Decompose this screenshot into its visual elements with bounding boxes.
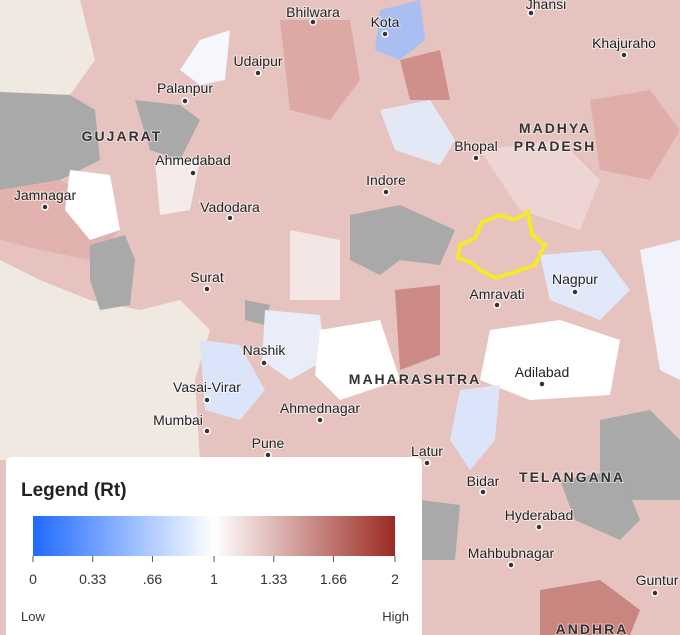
city-dot	[260, 359, 268, 367]
city-dot	[479, 488, 487, 496]
legend: Legend (Rt) Low High 0 0.33 .66 1 1.33 1.66 2	[6, 457, 422, 635]
city-label: Mumbai	[153, 412, 203, 428]
city-dot	[571, 288, 579, 296]
city-dot	[203, 285, 211, 293]
city-dot	[189, 169, 197, 177]
state-label: TELANGANA	[519, 469, 625, 485]
city-label: Ahmedabad	[155, 152, 231, 168]
city-label: Kota	[371, 14, 400, 30]
state-label: GUJARAT	[82, 128, 163, 144]
tick-label: 2	[391, 571, 399, 587]
city-label: Guntur	[636, 572, 679, 588]
city-dot	[507, 561, 515, 569]
city-label: Adilabad	[515, 364, 570, 380]
city-label: Pune	[252, 435, 285, 451]
tick-label: 0	[29, 571, 37, 587]
city-label: Bhopal	[454, 138, 498, 154]
city-label: Jhansi	[526, 0, 566, 12]
city-label: Vadodara	[200, 199, 260, 215]
city-label: Nashik	[243, 342, 287, 358]
city-dot	[381, 30, 389, 38]
city-dot	[382, 188, 390, 196]
city-dot	[651, 589, 659, 597]
city-dot	[620, 51, 628, 59]
city-label: Bhilwara	[286, 4, 340, 20]
city-dot	[203, 396, 211, 404]
tick-label: 1.33	[260, 571, 287, 587]
city-label: Ahmednagar	[280, 400, 361, 416]
tick-label: 1	[210, 571, 218, 587]
legend-title: Legend (Rt)	[21, 480, 127, 501]
legend-high-label: High	[382, 609, 409, 624]
legend-low-label: Low	[21, 609, 45, 624]
tick-label: 0.33	[79, 571, 106, 587]
city-dot	[309, 18, 317, 26]
city-label: Hyderabad	[505, 507, 574, 523]
city-label: Khajuraho	[592, 35, 656, 51]
city-label: Surat	[190, 269, 224, 285]
tick-label: .66	[143, 571, 163, 587]
city-label: Bidar	[467, 473, 500, 489]
state-label: PRADESH	[514, 138, 596, 154]
city-dot	[203, 427, 211, 435]
city-dot	[254, 69, 262, 77]
city-dot	[423, 459, 431, 467]
color-scale	[33, 516, 395, 556]
city-dot	[316, 416, 324, 424]
state-label: ANDHRA	[556, 621, 629, 635]
state-label: MAHARASHTRA	[349, 371, 481, 387]
state-label: MADHYA	[519, 120, 591, 136]
city-dot	[527, 9, 535, 17]
city-label: Mahbubnagar	[468, 545, 555, 561]
city-dot	[535, 523, 543, 531]
city-dot	[538, 380, 546, 388]
city-label: Nagpur	[552, 271, 598, 287]
city-label: Udaipur	[233, 53, 282, 69]
tick-label: 1.66	[320, 571, 347, 587]
city-dot	[472, 154, 480, 162]
city-label: Amravati	[469, 286, 524, 302]
city-label: Vasai-Virar	[173, 379, 241, 395]
city-dot	[181, 97, 189, 105]
selected-region-outline[interactable]	[455, 208, 548, 281]
city-dot	[493, 301, 501, 309]
city-label: Indore	[366, 172, 406, 188]
city-dot	[226, 214, 234, 222]
city-label: Palanpur	[157, 80, 213, 96]
city-label: Jamnagar	[14, 187, 77, 203]
map-labels: Bhilwara Kota Jhansi Khajuraho Udaipur P…	[13, 0, 680, 635]
city-dot	[41, 203, 49, 211]
city-label: Latur	[411, 443, 443, 459]
